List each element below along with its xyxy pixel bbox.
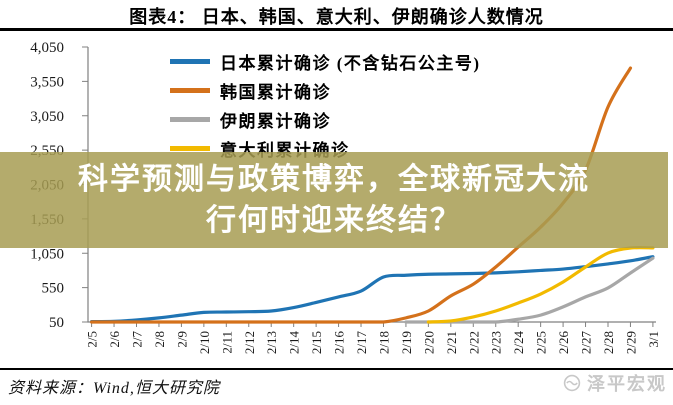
headline-line-1: 科学预测与政策博弈，全球新冠大流 [78,163,590,196]
chart-title: 图表4： 日本、韩国、意大利、伊朗确诊人数情况 [129,7,544,27]
x-axis-tick-label: 2/16 [332,331,347,355]
x-axis-tick-label: 2/23 [489,331,504,354]
x-axis-tick-label: 2/11 [219,331,234,354]
x-axis-tick-label: 2/6 [107,331,122,348]
x-axis-tick-label: 2/27 [579,331,594,355]
headline-overlay-banner: 科学预测与政策博弈，全球新冠大流 行何时迎来终结？ [0,152,668,248]
y-axis-tick-label: 4,050 [30,40,64,56]
italy-series-line [426,246,655,324]
legend-label-japan: 日本累计确诊 (不含钻石公主号) [220,54,481,73]
chart-legend: 日本累计确诊 (不含钻石公主号) 韩国累计确诊 伊朗累计确诊 意大利累计确诊 [170,47,481,163]
iran-series-line [404,256,655,324]
x-axis-tick-label: 2/12 [242,331,257,354]
watermark-text: 泽平宏观 [587,374,667,394]
data-source-note: 资料来源：Wind,恒大研究院 [8,380,220,397]
x-axis-tick-label: 2/19 [399,331,414,354]
legend-label-korea: 韩国累计确诊 [220,83,331,102]
legend-item-korea: 韩国累计确诊 [170,76,481,105]
x-axis-tick-label: 2/8 [152,331,167,348]
y-axis-tick-label: 1,050 [30,246,64,262]
x-axis-tick-label: 2/14 [287,331,302,355]
japan-series-line [90,255,655,324]
x-axis-tick-label: 2/7 [130,331,145,348]
watermark: 泽平宏观 [562,370,667,396]
x-axis-tick-label: 2/22 [466,331,481,354]
x-axis-tick-label: 2/25 [534,331,549,354]
x-axis-tick-label: 2/28 [601,331,616,354]
x-axis-tick-label: 2/21 [444,331,459,354]
x-axis-tick-label: 2/5 [85,331,100,348]
y-axis-tick-label: 50 [49,315,64,331]
x-axis-tick-label: 2/20 [421,331,436,354]
x-axis-tick-label: 2/24 [511,331,526,355]
x-axis-tick-label: 2/9 [174,331,189,348]
x-axis-tick-label: 2/15 [309,331,324,354]
x-axis-tick-label: 2/29 [623,331,638,354]
iran-line-swatch-icon [170,117,210,122]
y-axis-tick-label: 3,550 [30,74,64,90]
legend-item-iran: 伊朗累计确诊 [170,105,481,134]
y-axis-tick-label: 550 [42,281,65,297]
korea-line-swatch-icon [170,88,210,93]
x-axis-tick-label: 2/13 [264,331,279,354]
zeping-macro-logo-icon [563,374,581,392]
title-divider [0,28,673,31]
x-axis-tick-label: 2/10 [197,331,212,354]
legend-label-iran: 伊朗累计确诊 [220,112,331,131]
x-axis-tick-label: 2/26 [556,331,571,355]
footer-divider [0,368,673,370]
legend-item-japan: 日本累计确诊 (不含钻石公主号) [170,47,481,76]
x-axis-tick-label: 2/17 [354,331,369,355]
y-axis-tick-label: 3,050 [30,109,64,125]
x-axis-tick-label: 2/18 [376,331,391,354]
x-axis-tick-label: 3/1 [646,331,661,348]
headline-line-2: 行何时迎来终结？ [206,204,462,237]
japan-line-swatch-icon [170,59,210,64]
italy-line-swatch-icon [170,146,210,151]
